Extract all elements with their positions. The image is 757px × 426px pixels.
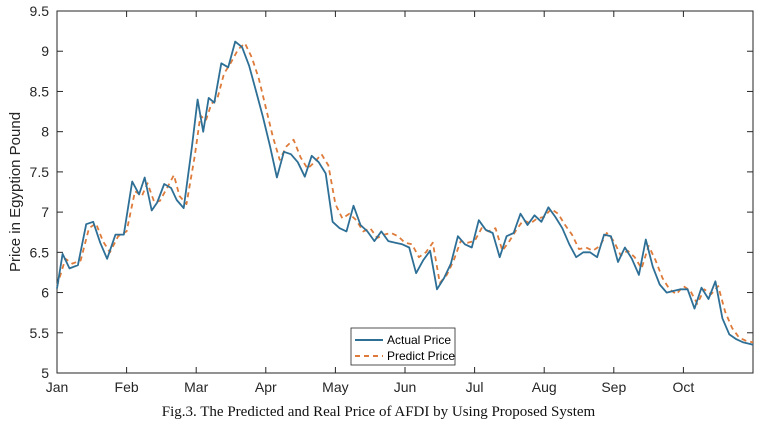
y-tick-label: 9	[41, 43, 49, 59]
series-line-predict-price	[56, 42, 754, 344]
series-layer	[56, 40, 754, 346]
x-tick-label: Feb	[115, 379, 139, 395]
legend-label-actual: Actual Price	[387, 333, 451, 347]
y-axis: 5 5.5 6 6.5 7 7.5 8 8.5 9 9.5	[30, 3, 753, 381]
x-tick-label: Aug	[532, 379, 557, 395]
x-tick-label: Jun	[394, 379, 417, 395]
legend-box	[350, 327, 456, 366]
y-tick-label: 6	[41, 285, 49, 301]
y-tick-label: 9.5	[30, 3, 50, 19]
x-tick-label: Jan	[46, 379, 69, 395]
y-tick-label: 5.5	[30, 325, 50, 341]
x-axis: Jan Feb Mar Apr May Jun Jul Aug Sep Oct	[46, 11, 695, 395]
y-tick-label: 8.5	[30, 83, 50, 99]
y-tick-label: 6.5	[30, 244, 50, 260]
y-tick-label: 5	[41, 365, 49, 381]
chart: 55.566.577.588.599.5 Jan Feb Mar Apr May Jun J…	[7, 3, 754, 395]
figure-caption: Fig.3. The Predicted and Real Price of A…	[161, 404, 596, 420]
x-tick-label: Oct	[673, 379, 695, 395]
y-tick-label: 7.5	[30, 164, 50, 180]
y-tick-label: 8	[41, 124, 49, 140]
x-tick-label: Mar	[184, 379, 208, 395]
y-tick-label: 7	[41, 204, 49, 220]
x-tick-label: Sep	[601, 379, 626, 395]
y-axis-label: Price in Egyption Pound	[7, 112, 24, 272]
series-line-actual-price	[56, 40, 754, 346]
x-tick-label: May	[322, 379, 348, 395]
legend: Actual Price Predict Price	[350, 327, 456, 366]
x-tick-label: Apr	[255, 379, 277, 395]
legend-label-predict: Predict Price	[387, 349, 455, 363]
x-tick-label: Jul	[466, 379, 484, 395]
